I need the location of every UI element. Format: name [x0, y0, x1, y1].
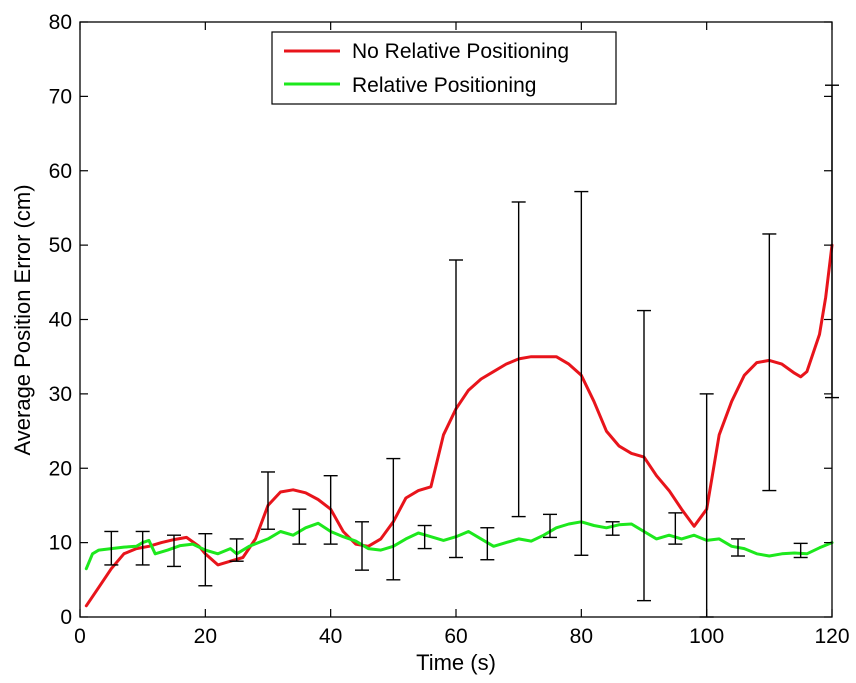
error-bar-5: [261, 471, 275, 530]
error-bar-12: [480, 527, 495, 561]
series-layer: [84, 243, 834, 608]
error-bar-0: [104, 530, 119, 566]
x-tick-label: 120: [814, 625, 849, 648]
error-bar-10: [417, 524, 432, 550]
x-axis: 0 20 40 60 80 100 120: [74, 22, 850, 648]
error-bar-16: [605, 521, 620, 536]
error-bar-13: [511, 201, 526, 518]
y-tick-label: 70: [49, 85, 72, 108]
y-axis-title: Average Position Error (cm): [10, 184, 35, 455]
error-bar-2: [167, 534, 181, 568]
error-bar-21: [762, 233, 777, 492]
legend: No Relative Positioning Relative Positio…: [271, 31, 617, 105]
error-bar-14: [543, 513, 557, 539]
x-tick-label: 100: [689, 625, 724, 648]
y-axis: 0 10 20 30 40 50 60 70 80: [49, 11, 832, 629]
y-tick-label: 60: [49, 160, 72, 183]
x-tick-label: 20: [194, 625, 217, 648]
error-bar-15: [574, 190, 589, 556]
error-bar-1: [135, 530, 150, 566]
y-tick-label: 30: [49, 383, 72, 406]
error-bar-6: [292, 508, 307, 545]
error-bar-18: [668, 512, 683, 545]
error-bar-22: [793, 542, 808, 559]
x-tick-label: 80: [570, 625, 593, 648]
y-tick-label: 0: [60, 606, 72, 629]
error-bar-8: [355, 521, 369, 571]
error-bar-11: [449, 259, 463, 559]
error-bar-4: [229, 538, 244, 562]
x-tick-label: 0: [74, 625, 86, 648]
error-bar-3: [198, 533, 213, 587]
series-line-0: [84, 243, 834, 608]
error-bar-9: [386, 457, 401, 581]
x-tick-label: 40: [319, 625, 342, 648]
series-line-1: [84, 520, 834, 571]
legend-label-relative: Relative Positioning: [352, 74, 536, 97]
legend-label-no-relative: No Relative Positioning: [352, 40, 569, 63]
y-tick-label: 40: [49, 309, 72, 332]
error-bar-20: [731, 538, 745, 557]
y-tick-label: 20: [49, 457, 72, 480]
legend-box: [271, 31, 617, 105]
y-tick-label: 50: [49, 234, 72, 257]
y-tick-label: 10: [49, 532, 72, 555]
x-axis-title: Time (s): [416, 650, 496, 675]
x-tick-label: 60: [444, 625, 467, 648]
error-bar-7: [323, 474, 338, 545]
y-tick-label: 80: [49, 11, 72, 34]
error-bar-17: [637, 309, 651, 602]
